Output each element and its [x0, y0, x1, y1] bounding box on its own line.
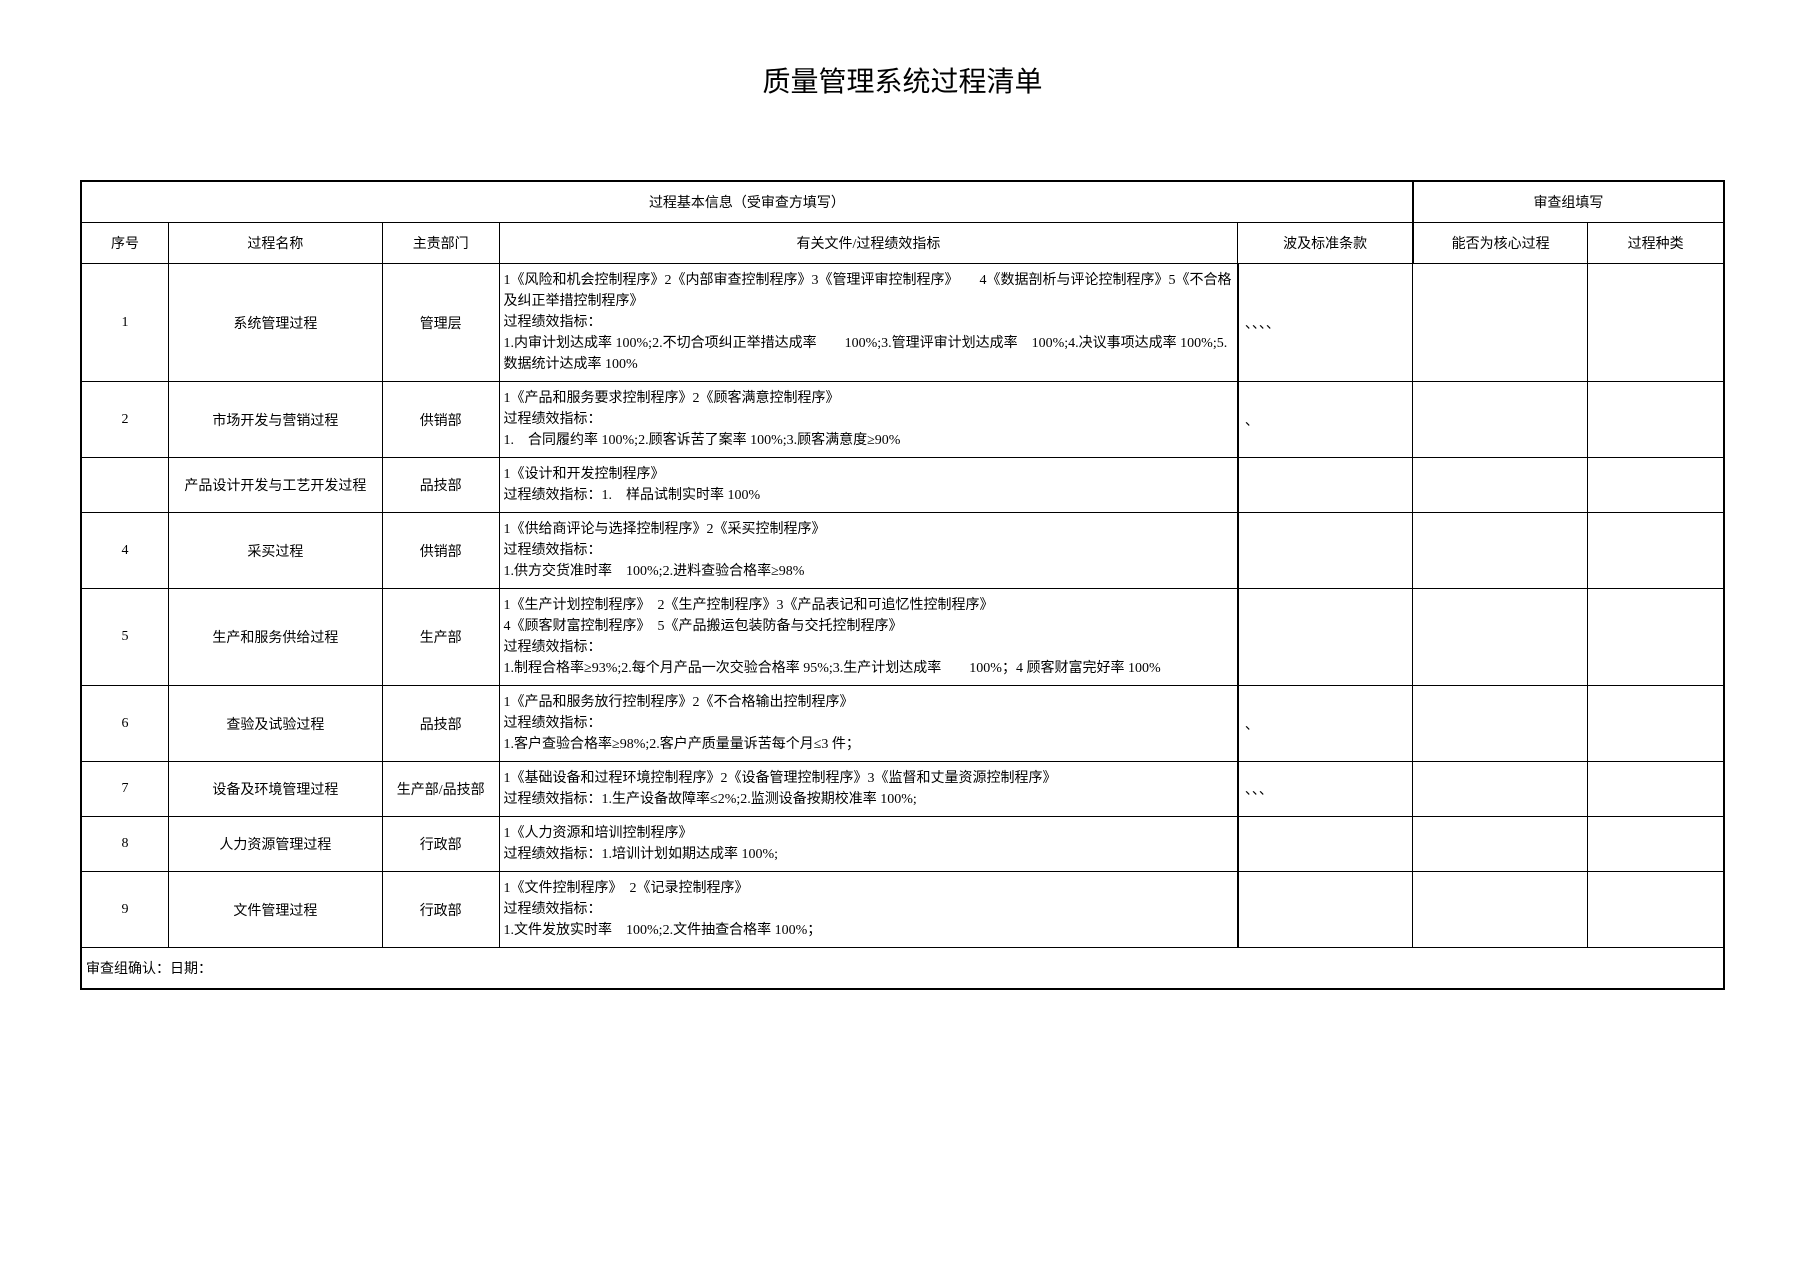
- header-group-left: 过程基本信息（受审查方填写）: [81, 181, 1413, 223]
- cell-name: 查验及试验过程: [168, 686, 382, 762]
- header-core: 能否为核心过程: [1413, 223, 1588, 264]
- cell-seq: [81, 458, 168, 513]
- header-name: 过程名称: [168, 223, 382, 264]
- cell-doc: 1《风险和机会控制程序》2《内部审查控制程序》3《管理评审控制程序》 4《数据剖…: [499, 264, 1238, 382]
- cell-doc: 1《供给商评论与选择控制程序》2《采买控制程序》 过程绩效指标： 1.供方交货准…: [499, 513, 1238, 589]
- table-row: 产品设计开发与工艺开发过程品技部1《设计和开发控制程序》 过程绩效指标：1. 样…: [81, 458, 1724, 513]
- cell-dept: 管理层: [382, 264, 499, 382]
- table-row: 6查验及试验过程品技部1《产品和服务放行控制程序》2《不合格输出控制程序》 过程…: [81, 686, 1724, 762]
- cell-doc: 1《产品和服务要求控制程序》2《顾客满意控制程序》 过程绩效指标： 1. 合同履…: [499, 382, 1238, 458]
- cell-seq: 2: [81, 382, 168, 458]
- cell-name: 采买过程: [168, 513, 382, 589]
- table-row: 5生产和服务供给过程生产部1《生产计划控制程序》 2《生产控制程序》3《产品表记…: [81, 589, 1724, 686]
- cell-name: 文件管理过程: [168, 872, 382, 948]
- cell-type: [1588, 872, 1724, 948]
- cell-seq: 1: [81, 264, 168, 382]
- cell-dept: 品技部: [382, 686, 499, 762]
- cell-dept: 行政部: [382, 872, 499, 948]
- cell-doc: 1《设计和开发控制程序》 过程绩效指标：1. 样品试制实时率 100%: [499, 458, 1238, 513]
- cell-dept: 生产部/品技部: [382, 762, 499, 817]
- cell-core: [1413, 458, 1588, 513]
- table-row: 4采买过程供销部1《供给商评论与选择控制程序》2《采买控制程序》 过程绩效指标：…: [81, 513, 1724, 589]
- cell-core: [1413, 762, 1588, 817]
- cell-core: [1413, 382, 1588, 458]
- cell-name: 市场开发与营销过程: [168, 382, 382, 458]
- cell-type: [1588, 382, 1724, 458]
- cell-type: [1588, 817, 1724, 872]
- header-type: 过程种类: [1588, 223, 1724, 264]
- cell-core: [1413, 589, 1588, 686]
- cell-name: 设备及环境管理过程: [168, 762, 382, 817]
- cell-type: [1588, 686, 1724, 762]
- cell-seq: 5: [81, 589, 168, 686]
- cell-clause: 、: [1238, 382, 1413, 458]
- cell-dept: 供销部: [382, 382, 499, 458]
- cell-seq: 7: [81, 762, 168, 817]
- cell-dept: 生产部: [382, 589, 499, 686]
- cell-clause: 、: [1238, 686, 1413, 762]
- table-row: 8人力资源管理过程行政部1《人力资源和培训控制程序》 过程绩效指标：1.培训计划…: [81, 817, 1724, 872]
- cell-clause: [1238, 817, 1413, 872]
- header-row: 序号 过程名称 主责部门 有关文件/过程绩效指标 波及标准条款 能否为核心过程 …: [81, 223, 1724, 264]
- cell-name: 系统管理过程: [168, 264, 382, 382]
- table-row: 7设备及环境管理过程生产部/品技部1《基础设备和过程环境控制程序》2《设备管理控…: [81, 762, 1724, 817]
- cell-clause: [1238, 589, 1413, 686]
- cell-dept: 品技部: [382, 458, 499, 513]
- cell-seq: 4: [81, 513, 168, 589]
- footer-text: 审查组确认：日期：: [81, 948, 1724, 990]
- cell-seq: 8: [81, 817, 168, 872]
- cell-dept: 行政部: [382, 817, 499, 872]
- cell-core: [1413, 872, 1588, 948]
- cell-type: [1588, 762, 1724, 817]
- cell-core: [1413, 513, 1588, 589]
- cell-clause: [1238, 513, 1413, 589]
- cell-name: 人力资源管理过程: [168, 817, 382, 872]
- cell-type: [1588, 264, 1724, 382]
- cell-type: [1588, 458, 1724, 513]
- header-doc: 有关文件/过程绩效指标: [499, 223, 1238, 264]
- cell-dept: 供销部: [382, 513, 499, 589]
- cell-type: [1588, 513, 1724, 589]
- header-dept: 主责部门: [382, 223, 499, 264]
- process-table: 过程基本信息（受审查方填写） 审查组填写 序号 过程名称 主责部门 有关文件/过…: [80, 180, 1725, 990]
- page-title: 质量管理系统过程清单: [80, 60, 1725, 100]
- cell-clause: [1238, 458, 1413, 513]
- cell-clause: [1238, 872, 1413, 948]
- cell-doc: 1《产品和服务放行控制程序》2《不合格输出控制程序》 过程绩效指标： 1.客户查…: [499, 686, 1238, 762]
- cell-core: [1413, 817, 1588, 872]
- cell-name: 生产和服务供给过程: [168, 589, 382, 686]
- cell-doc: 1《文件控制程序》 2《记录控制程序》 过程绩效指标： 1.文件发放实时率 10…: [499, 872, 1238, 948]
- cell-seq: 9: [81, 872, 168, 948]
- cell-core: [1413, 686, 1588, 762]
- cell-doc: 1《基础设备和过程环境控制程序》2《设备管理控制程序》3《监督和丈量资源控制程序…: [499, 762, 1238, 817]
- header-seq: 序号: [81, 223, 168, 264]
- table-row: 2市场开发与营销过程供销部1《产品和服务要求控制程序》2《顾客满意控制程序》 过…: [81, 382, 1724, 458]
- cell-name: 产品设计开发与工艺开发过程: [168, 458, 382, 513]
- table-row: 9文件管理过程行政部1《文件控制程序》 2《记录控制程序》 过程绩效指标： 1.…: [81, 872, 1724, 948]
- header-group-right: 审查组填写: [1413, 181, 1724, 223]
- cell-type: [1588, 589, 1724, 686]
- header-clause: 波及标准条款: [1238, 223, 1413, 264]
- cell-clause: 、、、: [1238, 762, 1413, 817]
- header-group-row: 过程基本信息（受审查方填写） 审查组填写: [81, 181, 1724, 223]
- cell-core: [1413, 264, 1588, 382]
- cell-doc: 1《生产计划控制程序》 2《生产控制程序》3《产品表记和可追忆性控制程序》 4《…: [499, 589, 1238, 686]
- cell-doc: 1《人力资源和培训控制程序》 过程绩效指标：1.培训计划如期达成率 100%;: [499, 817, 1238, 872]
- cell-seq: 6: [81, 686, 168, 762]
- cell-clause: 、、、、: [1238, 264, 1413, 382]
- footer-row: 审查组确认：日期：: [81, 948, 1724, 990]
- table-row: 1系统管理过程管理层1《风险和机会控制程序》2《内部审查控制程序》3《管理评审控…: [81, 264, 1724, 382]
